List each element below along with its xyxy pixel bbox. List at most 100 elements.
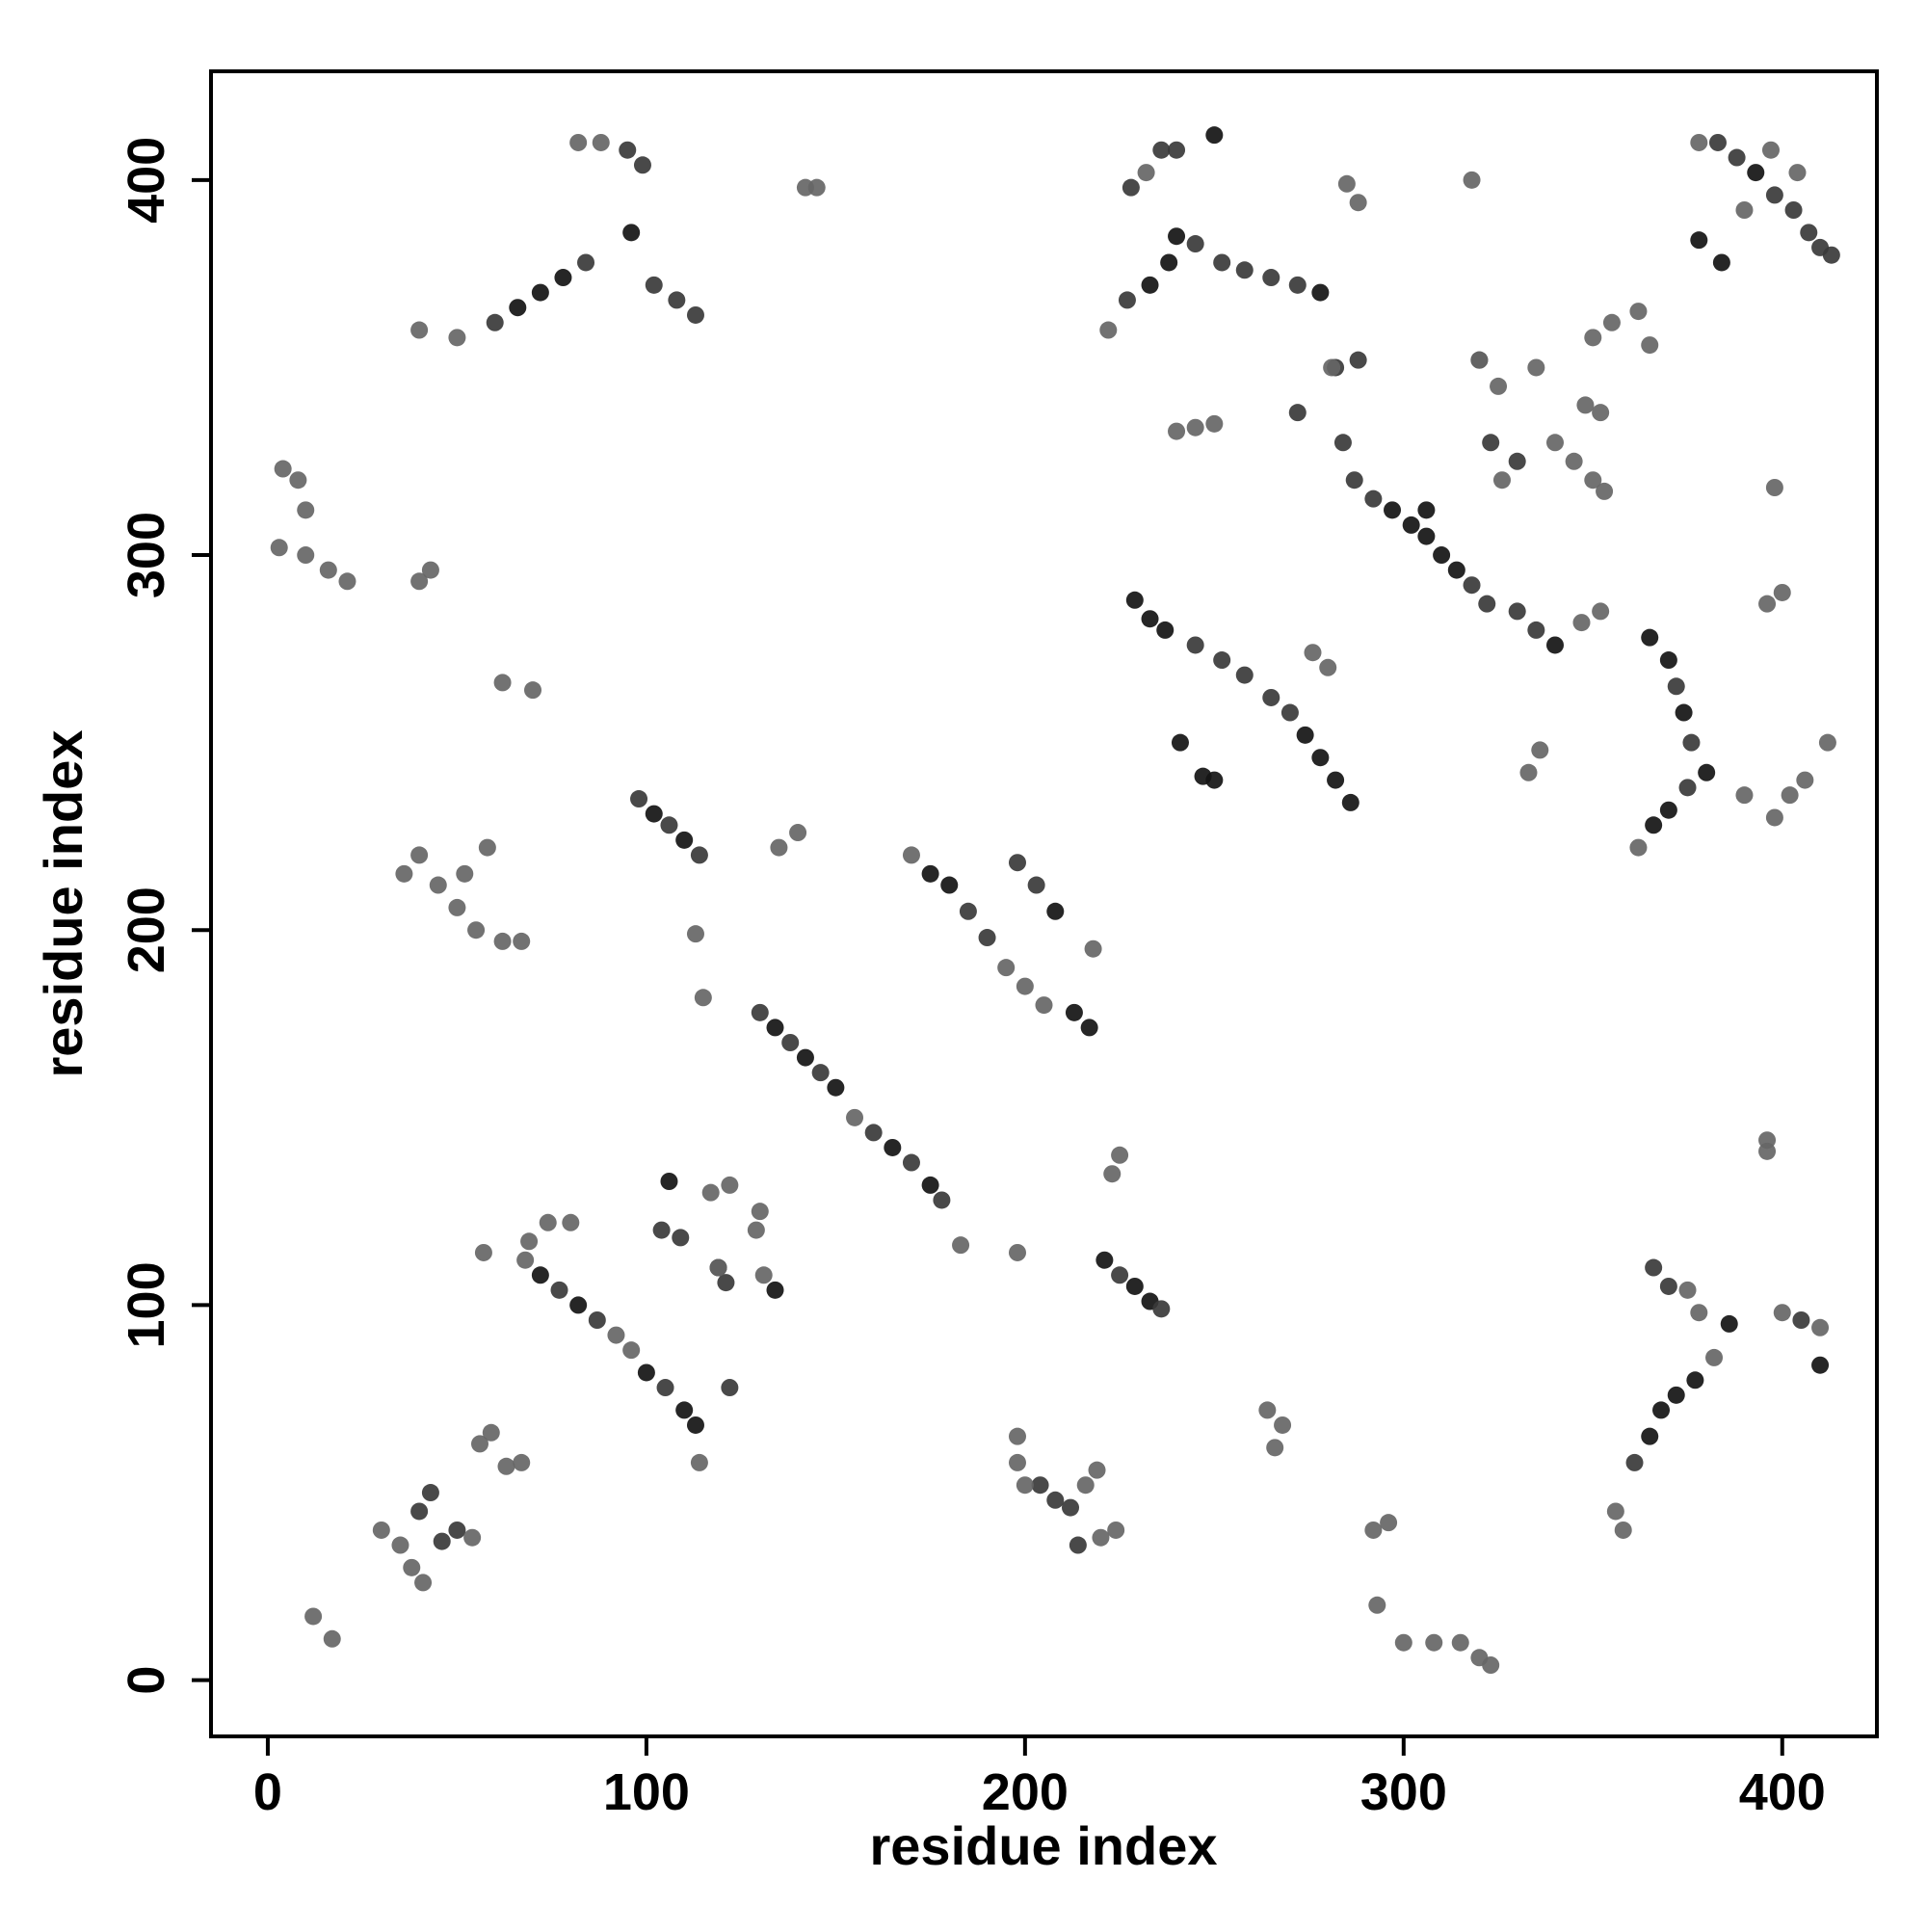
point <box>921 1176 939 1194</box>
point <box>796 1048 814 1067</box>
point <box>1160 253 1178 272</box>
point <box>1402 516 1420 534</box>
point <box>531 1266 549 1284</box>
point <box>675 831 694 849</box>
point <box>701 1183 720 1202</box>
point <box>978 929 996 947</box>
point <box>921 864 939 883</box>
point <box>1111 1266 1129 1284</box>
point <box>1758 595 1777 613</box>
point <box>448 898 466 916</box>
point <box>1168 227 1186 246</box>
point <box>959 902 977 920</box>
point <box>274 460 292 478</box>
point <box>304 1607 323 1626</box>
point <box>588 1311 606 1329</box>
point <box>1205 771 1224 789</box>
point <box>660 816 678 834</box>
point <box>1761 141 1780 159</box>
point <box>1288 276 1307 294</box>
point <box>403 1558 421 1576</box>
point <box>1035 996 1053 1015</box>
point <box>1765 186 1783 204</box>
point <box>1490 377 1508 395</box>
point <box>1235 666 1254 684</box>
point <box>864 1124 883 1142</box>
point <box>1152 1300 1171 1318</box>
point <box>554 269 572 287</box>
point <box>448 1521 466 1539</box>
point <box>516 1251 535 1269</box>
point <box>1288 404 1307 422</box>
point <box>1168 422 1186 440</box>
point <box>630 790 648 808</box>
point <box>1031 1476 1049 1495</box>
point <box>1394 1633 1412 1652</box>
point <box>686 925 704 943</box>
point <box>1576 396 1595 414</box>
point <box>652 1221 671 1239</box>
point <box>1565 452 1583 470</box>
point <box>1008 1427 1026 1445</box>
point <box>622 224 641 242</box>
point <box>721 1176 739 1194</box>
point <box>410 846 429 864</box>
point <box>1728 148 1746 167</box>
point <box>395 864 413 883</box>
point <box>1027 876 1045 894</box>
point <box>1092 1528 1110 1547</box>
point <box>1186 636 1204 654</box>
point <box>827 1078 845 1097</box>
point <box>1678 1281 1697 1299</box>
point <box>690 1453 708 1471</box>
point <box>1008 854 1026 872</box>
plot-frame <box>209 69 1879 1738</box>
point <box>781 1034 800 1051</box>
point <box>1118 291 1136 309</box>
point <box>1137 164 1155 182</box>
point <box>531 283 549 302</box>
point <box>1596 482 1614 500</box>
point <box>1266 1439 1284 1457</box>
point <box>1527 621 1545 639</box>
point <box>1046 1491 1065 1509</box>
point <box>1311 749 1330 767</box>
point <box>675 1401 694 1419</box>
point <box>1519 763 1538 781</box>
point <box>789 824 807 842</box>
point <box>1708 133 1727 151</box>
point <box>1152 141 1171 159</box>
point <box>1364 1521 1383 1539</box>
point <box>1171 733 1189 752</box>
point <box>1008 1243 1026 1261</box>
point <box>1641 1427 1659 1445</box>
point <box>940 876 959 894</box>
point <box>1125 591 1144 609</box>
x-axis-label: residue index <box>869 1815 1217 1876</box>
point <box>1008 1453 1026 1471</box>
point <box>421 561 439 579</box>
point <box>1678 779 1697 797</box>
point <box>751 1003 769 1021</box>
point <box>520 1232 539 1251</box>
point <box>1235 261 1254 279</box>
point <box>577 253 595 272</box>
point <box>1262 688 1280 706</box>
point <box>1527 358 1545 377</box>
point <box>1103 1165 1122 1183</box>
point <box>660 1173 678 1190</box>
point <box>513 932 531 950</box>
point <box>429 876 447 894</box>
point <box>1304 644 1322 662</box>
point <box>1784 201 1803 219</box>
point <box>622 1341 641 1360</box>
point <box>1111 1146 1129 1164</box>
point <box>1084 940 1102 958</box>
point <box>1652 1401 1671 1419</box>
point <box>1592 602 1610 621</box>
point <box>414 1574 433 1592</box>
point <box>1682 733 1701 752</box>
point <box>1659 801 1677 819</box>
point <box>1698 763 1716 781</box>
point <box>1349 194 1367 212</box>
